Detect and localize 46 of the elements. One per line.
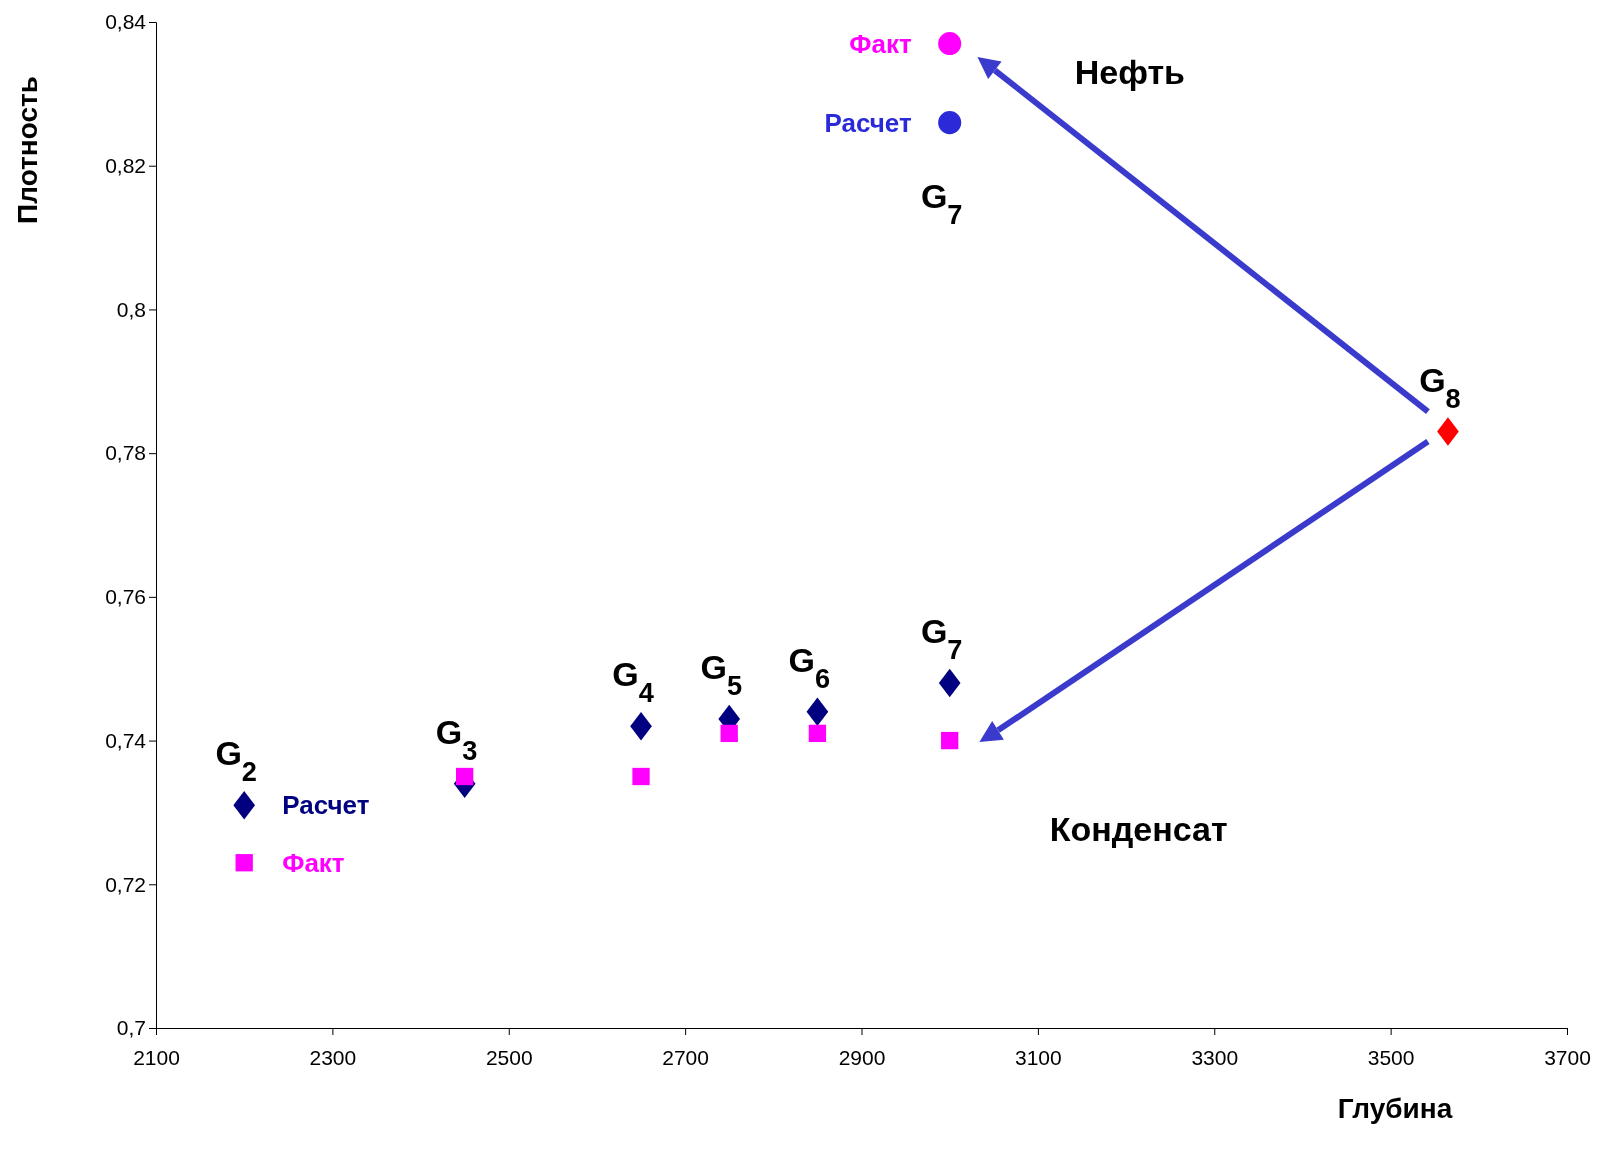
y-axis-title: Плотность: [12, 76, 43, 224]
point: [1437, 417, 1459, 446]
point: [938, 668, 961, 698]
y-tick-label: 0,8: [116, 297, 146, 321]
x-tick-label: 2700: [662, 1046, 709, 1070]
point: [235, 854, 253, 872]
point: [808, 724, 827, 743]
x-tick-label: 2100: [133, 1046, 180, 1070]
x-tick-label: 2500: [485, 1046, 533, 1070]
x-tick-label: 3300: [1191, 1046, 1239, 1070]
annotation: G$_{3}$: [435, 712, 478, 766]
annotation: Нефть: [1074, 52, 1186, 91]
series-label: Факт: [849, 28, 912, 59]
annotation: Конденсат: [1049, 809, 1228, 848]
point: [456, 767, 474, 786]
x-tick-label: 3500: [1367, 1046, 1415, 1070]
series-label: Расчет: [824, 107, 912, 138]
annotation: G$_{4}$: [612, 655, 654, 708]
y-tick-label: 0,84: [105, 10, 147, 34]
annotation: G$_{6}$: [788, 640, 831, 694]
annotation: G$_{2}$: [215, 734, 257, 787]
y-tick-label: 0,72: [105, 872, 146, 896]
series-label: Расчет: [282, 790, 370, 821]
annotation: G$_{5}$: [700, 648, 743, 701]
point: [720, 724, 738, 743]
point: [630, 711, 652, 741]
annotation: G$_{7}$: [920, 176, 963, 230]
x-tick-label: 2300: [309, 1046, 357, 1070]
annotation: G$_{8}$: [1419, 360, 1461, 414]
x-tick-label: 2900: [838, 1046, 886, 1070]
point: [233, 790, 256, 820]
y-tick-label: 0,7: [116, 1016, 146, 1040]
annotation: G$_{7}$: [920, 612, 963, 665]
y-tick-label: 0,76: [105, 585, 146, 609]
point: [941, 731, 959, 750]
y-tick-label: 0,74: [105, 728, 147, 752]
y-tick-label: 0,82: [105, 153, 146, 177]
x-tick-label: 3700: [1544, 1046, 1591, 1070]
x-axis-title: Глубина: [1337, 1093, 1453, 1124]
y-tick-label: 0,78: [105, 441, 146, 465]
point: [806, 697, 829, 727]
point: [632, 767, 650, 786]
point: [938, 32, 962, 56]
series-label: Факт: [282, 847, 345, 878]
point: [938, 111, 962, 135]
x-tick-label: 3100: [1015, 1046, 1062, 1070]
